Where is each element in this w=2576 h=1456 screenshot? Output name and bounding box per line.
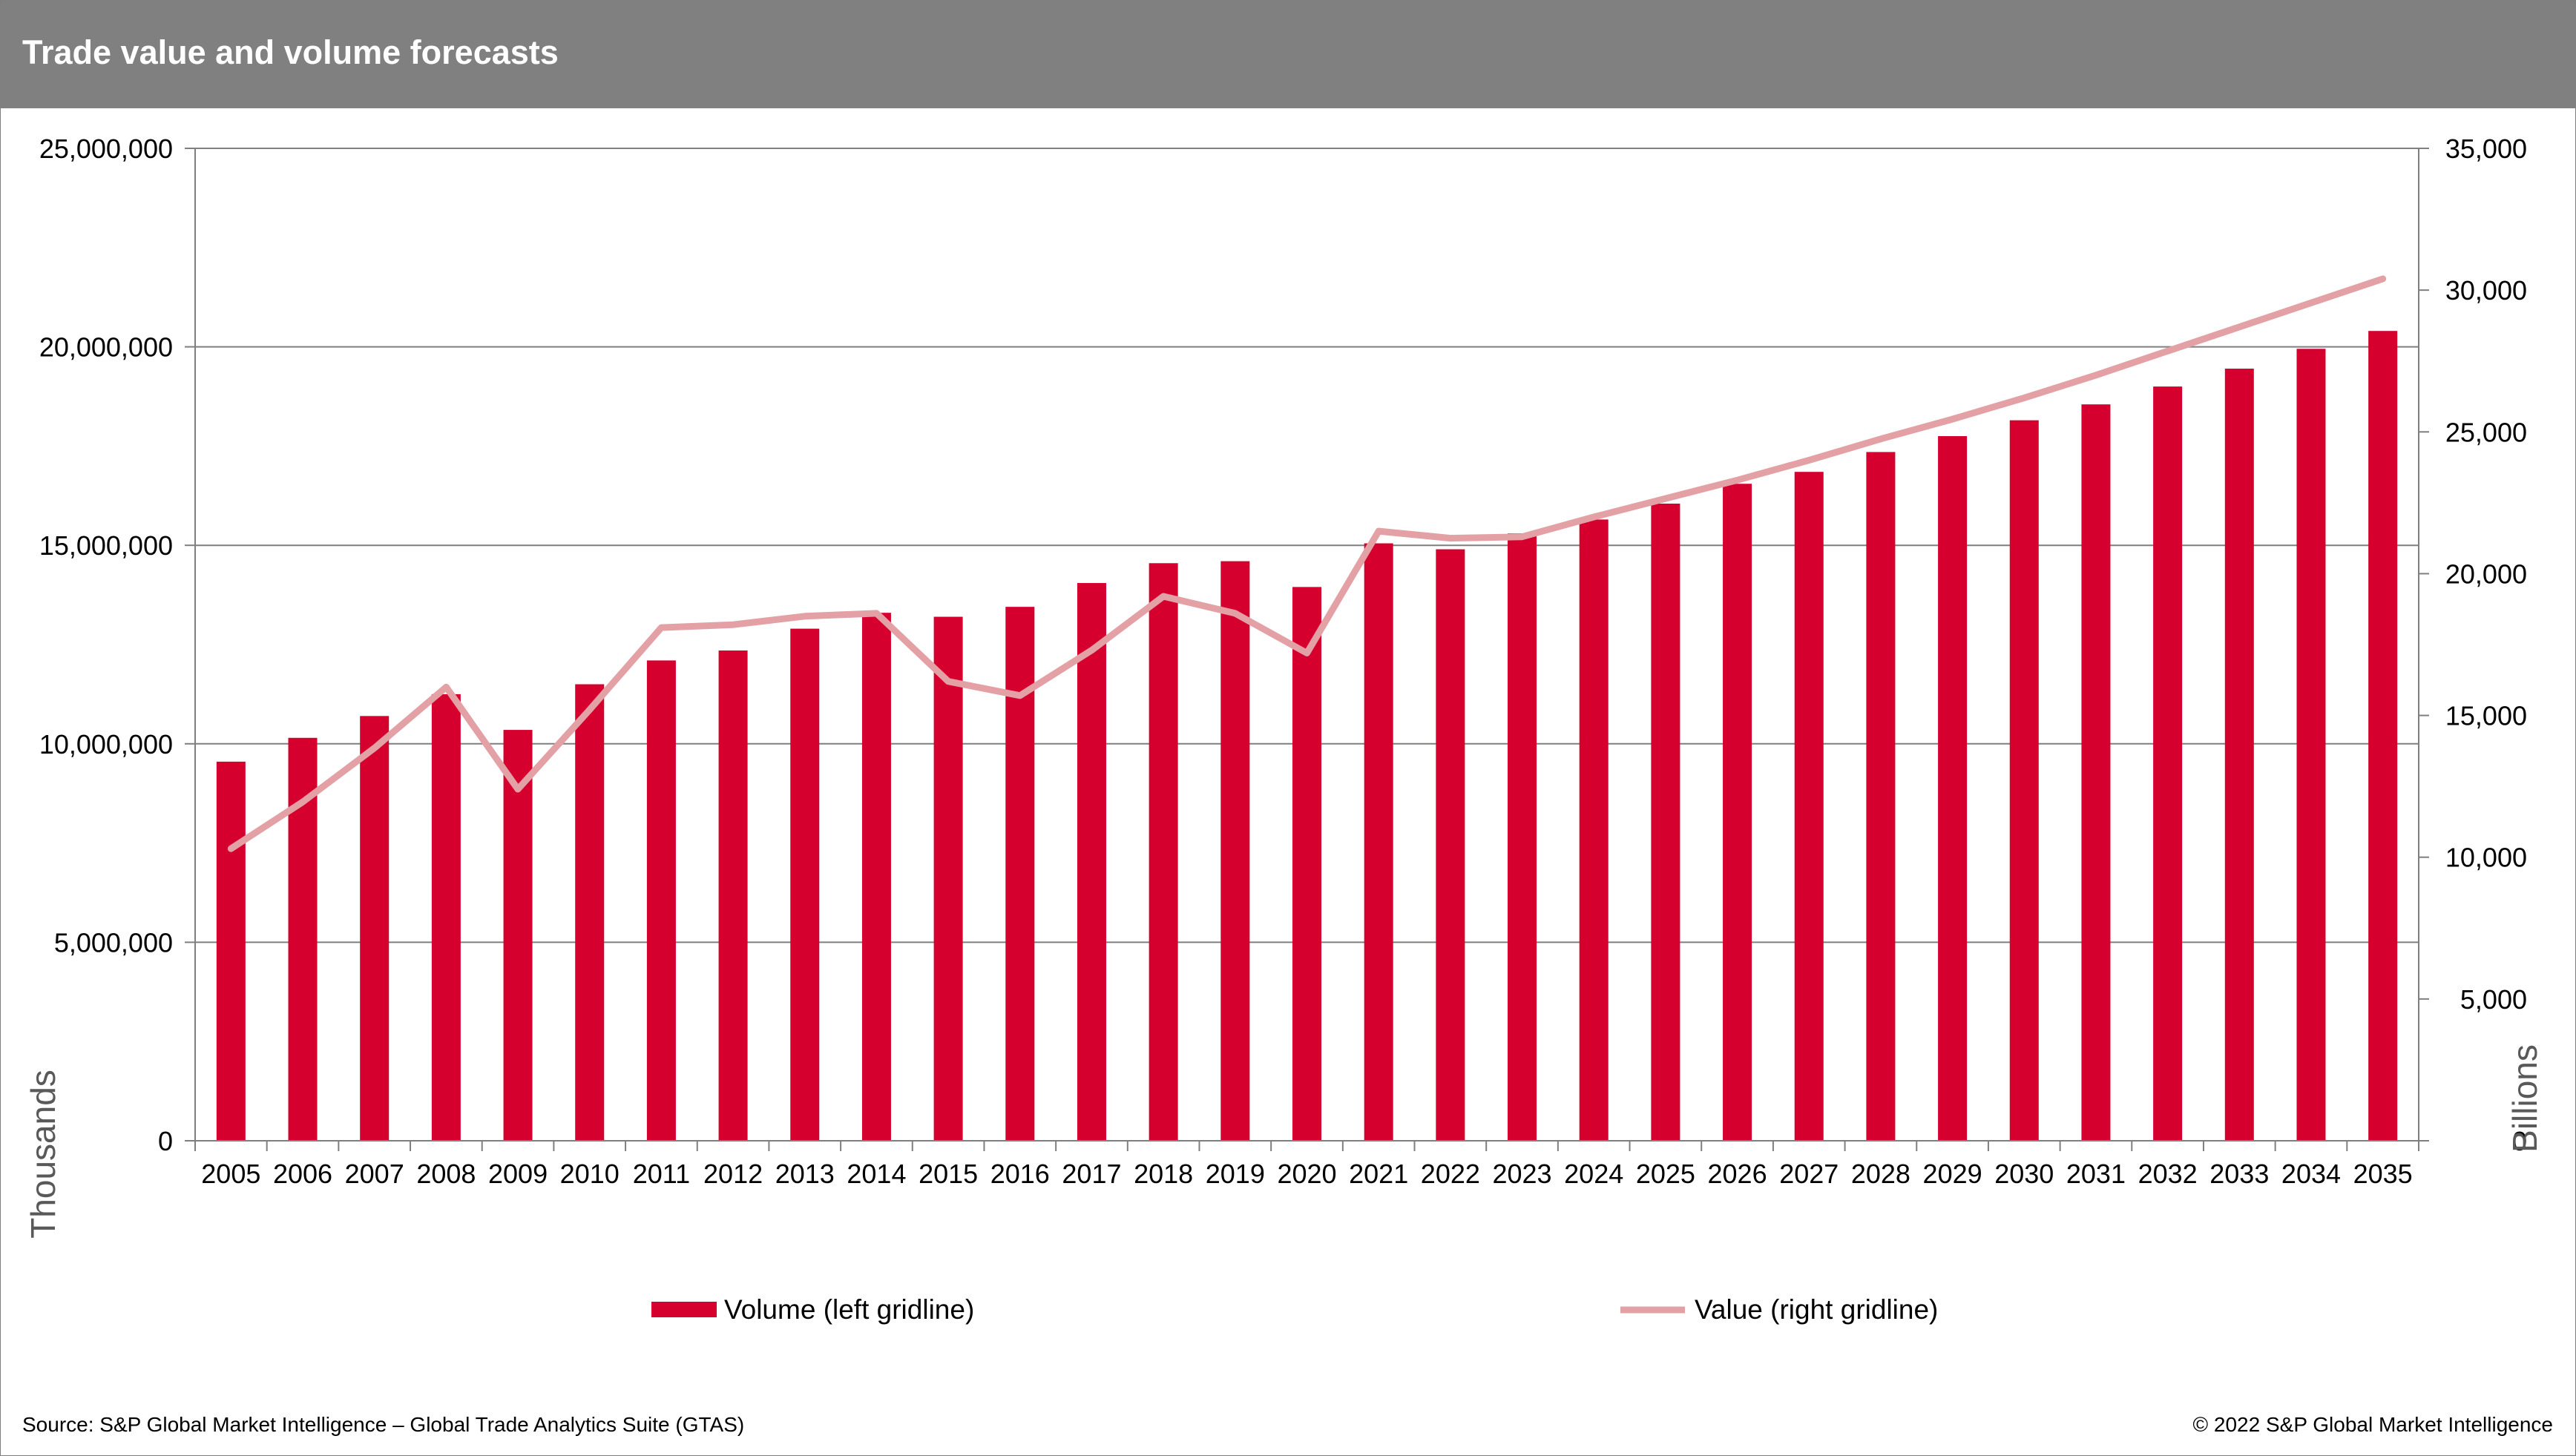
right-tick-label: 15,000 xyxy=(2445,701,2527,731)
volume-bar-2019 xyxy=(1220,561,1250,1141)
left-tick-label: 0 xyxy=(158,1126,173,1156)
page-title: Trade value and volume forecasts xyxy=(22,33,559,71)
volume-bar-2031 xyxy=(2081,404,2111,1141)
volume-bar-2029 xyxy=(1938,436,1968,1141)
volume-bars xyxy=(216,331,2398,1141)
volume-bar-2027 xyxy=(1794,472,1824,1141)
right-tick-label: 0 xyxy=(2512,1126,2527,1156)
volume-bar-2021 xyxy=(1364,543,1393,1141)
x-tick-label: 2022 xyxy=(1421,1159,1480,1189)
right-tick-label: 30,000 xyxy=(2445,275,2527,306)
x-tick-label: 2031 xyxy=(2066,1159,2126,1189)
left-axis-ticks: 0 5,000,000 10,000,000 15,000,000 20,000,000… xyxy=(39,134,173,1156)
volume-bar-2025 xyxy=(1651,504,1680,1141)
volume-bar-2030 xyxy=(2009,420,2039,1141)
left-tick-label: 25,000,000 xyxy=(39,134,173,164)
x-tick-label: 2035 xyxy=(2353,1159,2413,1189)
x-axis-ticks: 2005 2006 2007 2008 2009 2010 2011 2012 2013 2014… xyxy=(201,1159,2412,1189)
copyright-note: © 2022 S&P Global Market Intelligence xyxy=(2192,1413,2553,1436)
x-tick-label: 2012 xyxy=(703,1159,763,1189)
volume-bar-2023 xyxy=(1508,533,1537,1141)
volume-bar-2009 xyxy=(503,730,533,1141)
volume-bar-2013 xyxy=(790,628,820,1141)
legend-volume-label: Volume (left gridline) xyxy=(724,1294,974,1325)
left-axis-title: Thousands xyxy=(24,1070,62,1239)
volume-bar-2035 xyxy=(2368,331,2398,1141)
volume-bar-2024 xyxy=(1579,519,1609,1141)
volume-bar-2015 xyxy=(933,616,963,1141)
volume-bar-2011 xyxy=(646,660,676,1141)
volume-bar-2026 xyxy=(1723,484,1752,1141)
volume-bar-2005 xyxy=(216,761,246,1141)
header-bar: Trade value and volume forecasts xyxy=(1,1,2575,108)
left-tick-label: 20,000,000 xyxy=(39,332,173,363)
x-tick-label: 2014 xyxy=(847,1159,906,1189)
x-tick-label: 2028 xyxy=(1851,1159,1910,1189)
right-tick-label: 35,000 xyxy=(2445,134,2527,164)
x-tick-label: 2020 xyxy=(1277,1159,1336,1189)
x-tick-label: 2016 xyxy=(990,1159,1050,1189)
legend-volume-swatch xyxy=(651,1302,717,1317)
source-note: Source: S&P Global Market Intelligence –… xyxy=(22,1413,745,1436)
x-tick-label: 2026 xyxy=(1708,1159,1767,1189)
x-tick-label: 2033 xyxy=(2209,1159,2269,1189)
right-tick-label: 10,000 xyxy=(2445,843,2527,873)
volume-bar-2020 xyxy=(1292,587,1321,1141)
x-tick-label: 2029 xyxy=(1923,1159,1982,1189)
x-tick-label: 2015 xyxy=(919,1159,978,1189)
x-tick-label: 2006 xyxy=(273,1159,332,1189)
value-series-line xyxy=(227,275,2387,852)
legend: Volume (left gridline) Value (right grid… xyxy=(651,1294,1938,1325)
volume-bar-2028 xyxy=(1866,452,1896,1141)
x-tick-label: 2023 xyxy=(1492,1159,1551,1189)
volume-bar-2018 xyxy=(1149,563,1178,1141)
left-tick-label: 5,000,000 xyxy=(54,927,173,958)
volume-bar-2017 xyxy=(1077,583,1106,1141)
x-tick-label: 2010 xyxy=(560,1159,620,1189)
volume-bar-2012 xyxy=(718,650,748,1141)
left-tick-label: 10,000,000 xyxy=(39,729,173,760)
x-tick-label: 2032 xyxy=(2138,1159,2198,1189)
x-tick-label: 2005 xyxy=(201,1159,260,1189)
volume-bar-2008 xyxy=(431,694,461,1141)
x-tick-label: 2011 xyxy=(633,1159,690,1189)
x-tick-label: 2018 xyxy=(1134,1159,1193,1189)
right-tick-label: 20,000 xyxy=(2445,559,2527,589)
x-tick-label: 2007 xyxy=(345,1159,404,1189)
right-axis-ticks: 0 5,000 10,000 15,000 20,000 25,000 30,000 35,0… xyxy=(2445,134,2527,1156)
volume-bar-2010 xyxy=(575,684,605,1141)
volume-bar-2014 xyxy=(861,613,891,1141)
x-tick-label: 2017 xyxy=(1062,1159,1121,1189)
volume-bar-2022 xyxy=(1436,549,1465,1141)
volume-bar-2034 xyxy=(2296,349,2326,1141)
x-tick-label: 2030 xyxy=(1994,1159,2054,1189)
x-tick-label: 2025 xyxy=(1636,1159,1695,1189)
right-axis-title: Billions xyxy=(2506,1044,2544,1153)
volume-bar-2007 xyxy=(360,716,390,1141)
right-tick-label: 25,000 xyxy=(2445,417,2527,447)
x-tick-label: 2027 xyxy=(1779,1159,1839,1189)
x-tick-label: 2034 xyxy=(2281,1159,2341,1189)
x-tick-label: 2009 xyxy=(488,1159,548,1189)
right-tick-label: 5,000 xyxy=(2460,984,2527,1015)
volume-bar-2032 xyxy=(2153,386,2183,1141)
x-tick-label: 2021 xyxy=(1349,1159,1408,1189)
x-tick-label: 2013 xyxy=(775,1159,835,1189)
x-tick-label: 2024 xyxy=(1564,1159,1623,1189)
left-tick-label: 15,000,000 xyxy=(39,530,173,561)
x-tick-label: 2019 xyxy=(1206,1159,1265,1189)
axes xyxy=(185,148,2429,1151)
volume-bar-2033 xyxy=(2224,369,2254,1141)
legend-value-label: Value (right gridline) xyxy=(1695,1294,1938,1325)
x-tick-label: 2008 xyxy=(416,1159,476,1189)
